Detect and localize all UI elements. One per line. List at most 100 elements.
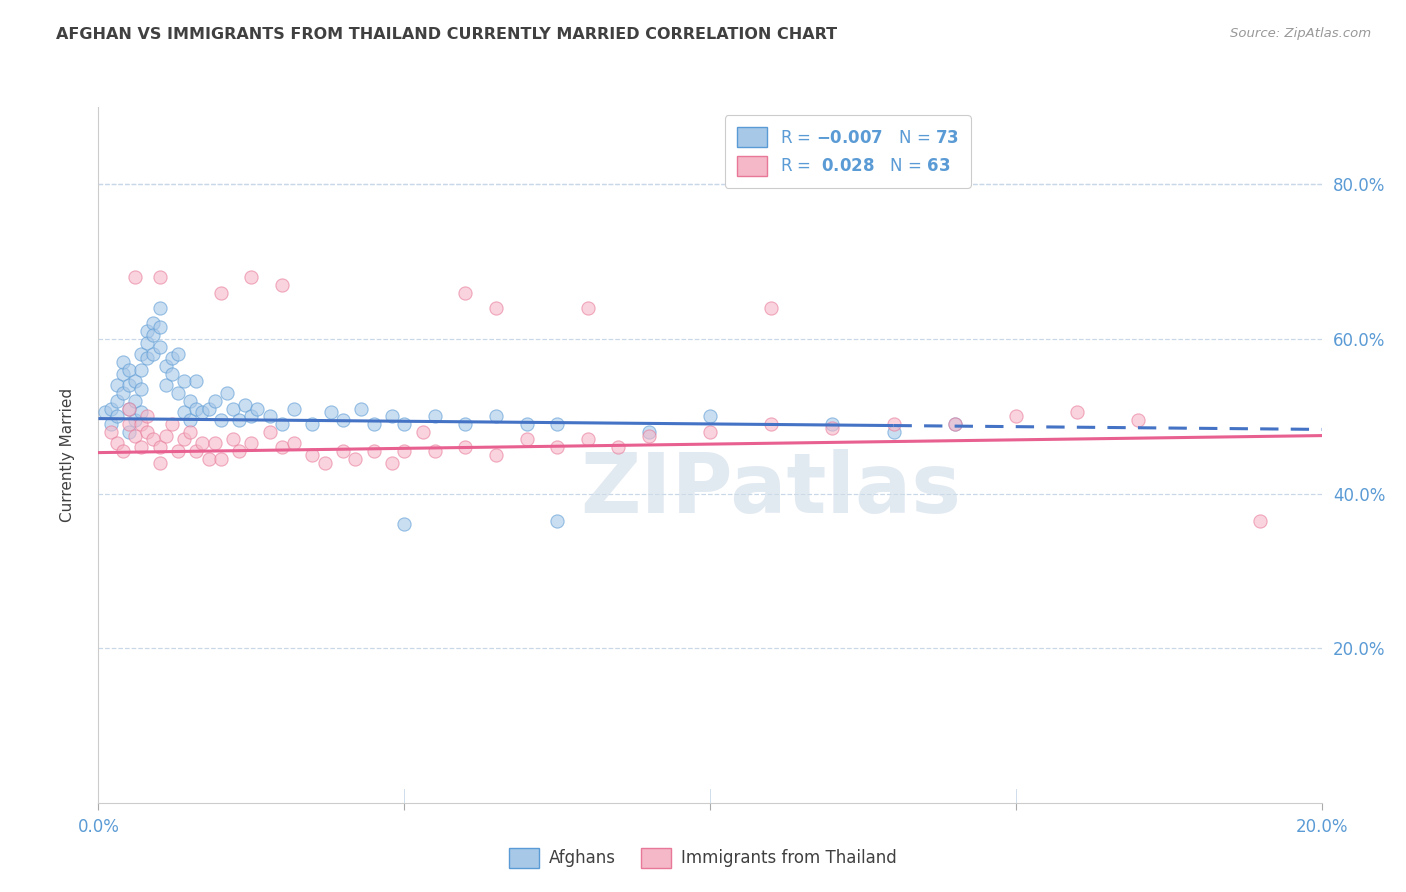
Point [283, 401, 305, 416]
Point [149, 340, 172, 354]
Point [821, 421, 844, 435]
Point [197, 401, 219, 416]
Point [160, 367, 183, 381]
Point [576, 433, 599, 447]
Point [100, 425, 122, 439]
Point [186, 401, 208, 416]
Point [149, 270, 172, 285]
Text: ZIPatlas: ZIPatlas [581, 450, 962, 530]
Point [179, 425, 201, 439]
Point [136, 324, 159, 338]
Point [167, 444, 190, 458]
Point [136, 335, 159, 350]
Point [454, 440, 477, 454]
Point [142, 433, 165, 447]
Point [179, 413, 201, 427]
Point [142, 328, 165, 343]
Point [759, 417, 782, 431]
Point [516, 433, 538, 447]
Point [423, 409, 446, 424]
Point [149, 456, 172, 470]
Point [392, 517, 416, 532]
Point [124, 413, 146, 427]
Point [142, 317, 165, 331]
Point [699, 409, 721, 424]
Point [155, 378, 177, 392]
Point [270, 417, 292, 431]
Point [332, 444, 354, 458]
Point [215, 386, 238, 401]
Point [259, 409, 281, 424]
Point [149, 320, 172, 334]
Point [204, 393, 226, 408]
Point [160, 351, 183, 366]
Point [301, 417, 323, 431]
Point [118, 417, 141, 431]
Point [270, 277, 292, 292]
Text: Source: ZipAtlas.com: Source: ZipAtlas.com [1230, 27, 1371, 40]
Point [186, 444, 208, 458]
Point [699, 425, 721, 439]
Point [129, 417, 152, 431]
Point [118, 425, 141, 439]
Point [423, 444, 446, 458]
Point [485, 409, 508, 424]
Point [222, 401, 245, 416]
Point [173, 433, 195, 447]
Point [314, 456, 336, 470]
Point [167, 386, 190, 401]
Point [129, 347, 152, 361]
Point [363, 444, 385, 458]
Point [197, 451, 219, 466]
Point [118, 401, 141, 416]
Point [149, 301, 172, 315]
Point [576, 301, 599, 315]
Point [943, 417, 966, 431]
Point [136, 409, 159, 424]
Point [142, 347, 165, 361]
Point [637, 428, 661, 442]
Point [546, 514, 568, 528]
Point [129, 440, 152, 454]
Point [173, 405, 195, 419]
Point [454, 417, 477, 431]
Point [160, 417, 183, 431]
Point [191, 436, 214, 450]
Point [124, 375, 146, 389]
Point [412, 425, 434, 439]
Point [381, 456, 404, 470]
Point [319, 405, 342, 419]
Point [155, 359, 177, 373]
Point [204, 436, 226, 450]
Point [155, 428, 177, 442]
Point [240, 436, 263, 450]
Point [129, 405, 152, 419]
Point [222, 433, 245, 447]
Point [363, 417, 385, 431]
Point [392, 444, 416, 458]
Point [136, 351, 159, 366]
Point [118, 401, 141, 416]
Point [1249, 514, 1271, 528]
Point [344, 451, 367, 466]
Point [943, 417, 966, 431]
Point [105, 378, 128, 392]
Point [124, 270, 146, 285]
Point [883, 425, 905, 439]
Point [149, 440, 172, 454]
Point [301, 448, 323, 462]
Point [637, 425, 661, 439]
Point [485, 448, 508, 462]
Point [105, 409, 128, 424]
Point [240, 409, 263, 424]
Point [1004, 409, 1026, 424]
Point [332, 413, 354, 427]
Point [111, 444, 134, 458]
Point [228, 413, 250, 427]
Point [179, 393, 201, 408]
Point [516, 417, 538, 431]
Point [759, 301, 782, 315]
Legend: Afghans, Immigrants from Thailand: Afghans, Immigrants from Thailand [502, 841, 904, 875]
Point [821, 417, 844, 431]
Point [124, 393, 146, 408]
